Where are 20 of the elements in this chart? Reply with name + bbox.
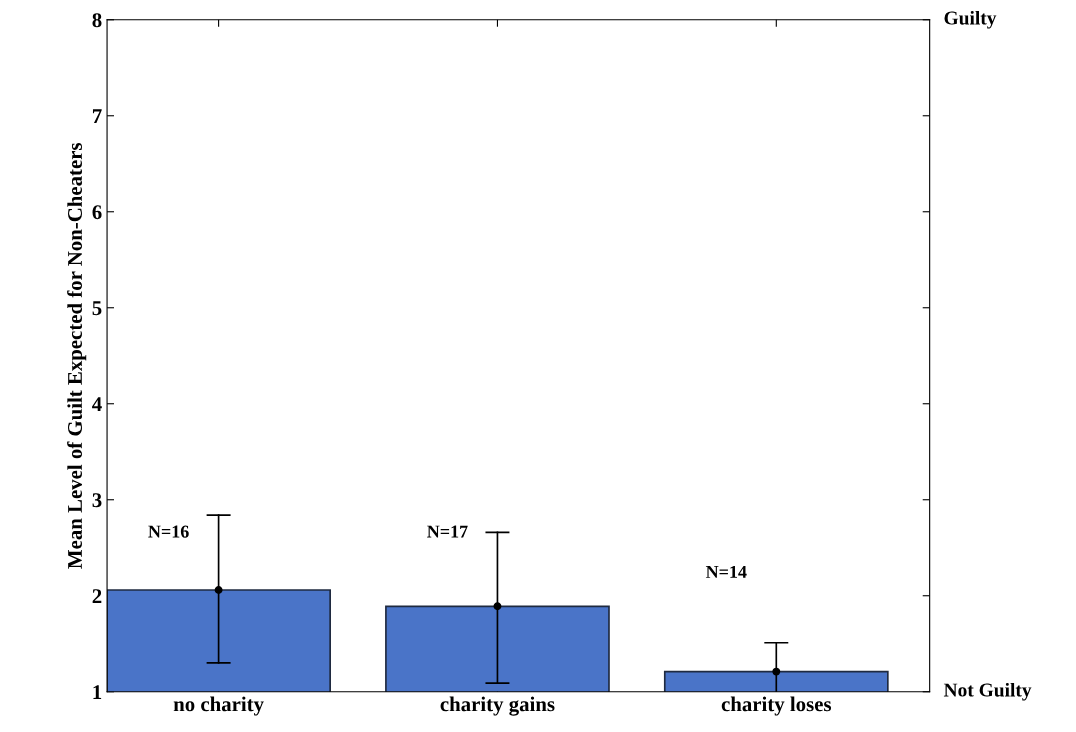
y-tick-label: 1 [93,685,102,699]
annotation: N=14 [705,565,747,578]
y-tick-label: 3 [92,493,102,508]
y-tick-label: 6 [92,205,102,220]
y-tick-label: 8 [92,13,102,28]
y-tick-label: 2 [92,589,102,603]
annotation: N=17 [427,525,468,538]
point [493,602,502,611]
x-tick-label: charity gains [440,696,555,716]
x-tick-label: charity loses [721,696,832,716]
y-axis-title: Mean Level of Guilt Expected for Non-Cheaters [67,142,87,569]
point [214,586,223,594]
point [772,667,781,676]
text: Guilty [944,10,997,29]
annotation: N=16 [148,525,189,538]
y-tick-label: 4 [92,397,102,411]
x-tick-label: no charity [173,696,264,716]
y-tick-label: 7 [92,109,102,123]
text: Not Guilty [943,682,1032,701]
y-tick-label: 5 [92,301,102,316]
